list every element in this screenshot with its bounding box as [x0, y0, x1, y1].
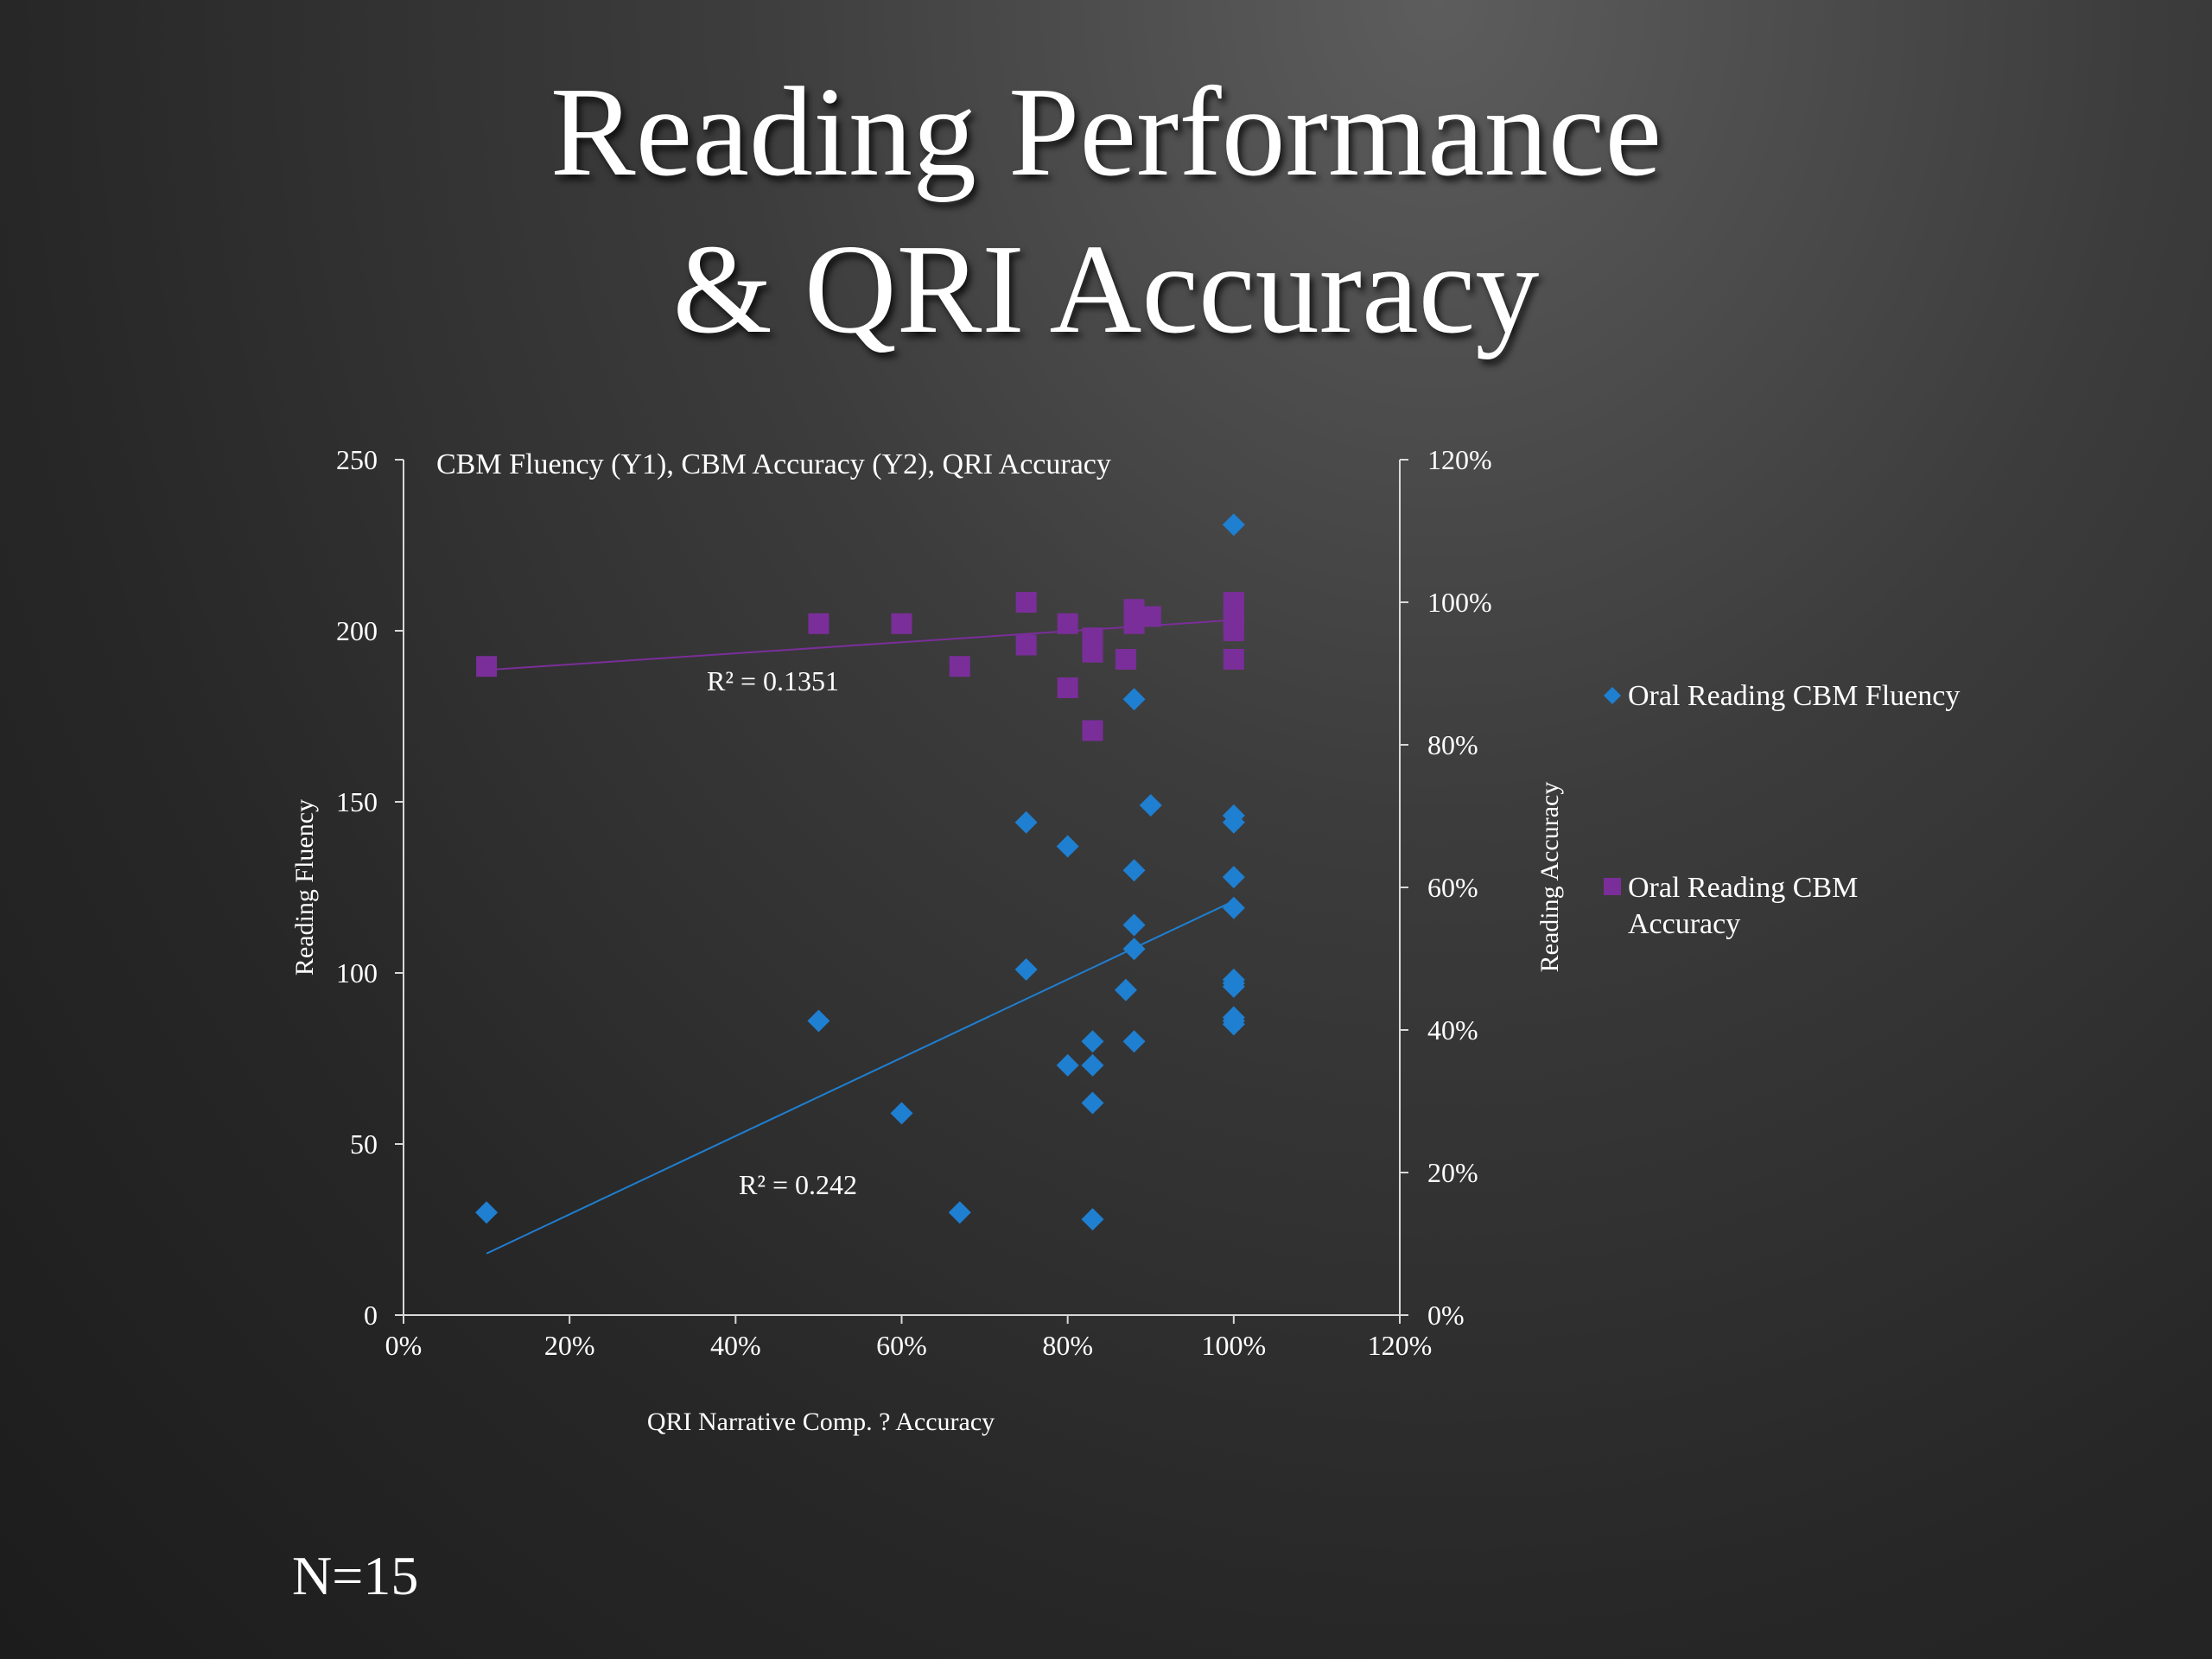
y1-tick-label: 0	[364, 1300, 378, 1331]
y1-tick-label: 50	[350, 1128, 378, 1160]
accuracy-point	[1082, 641, 1103, 663]
fluency-point	[1056, 835, 1079, 858]
fluency-point	[1122, 913, 1146, 937]
accuracy-point	[1015, 592, 1037, 613]
fluency-point	[1122, 938, 1146, 961]
fluency-point	[1081, 1091, 1104, 1115]
slide-title-line-2: & QRI Accuracy	[672, 219, 1540, 360]
x-axis-label: QRI Narrative Comp. ? Accuracy	[647, 1408, 995, 1436]
fluency-point	[1122, 688, 1146, 711]
x-tick-label: 60%	[876, 1330, 927, 1361]
y2-tick-label: 120%	[1427, 444, 1492, 475]
fluency-point	[807, 1009, 830, 1033]
y2-axis-label: Reading Accuracy	[1535, 782, 1564, 973]
slide-title-line-1: Reading Performance	[550, 61, 1662, 203]
x-tick-label: 100%	[1202, 1330, 1267, 1361]
accuracy-point	[476, 656, 498, 677]
accuracy-point	[808, 613, 830, 634]
r-squared-labels: R² = 0.1351 R² = 0.242	[707, 665, 857, 1200]
x-tick-label: 40%	[710, 1330, 761, 1361]
fluency-point	[1222, 513, 1245, 537]
accuracy-point	[1115, 649, 1136, 670]
accuracy-trendline	[486, 619, 1234, 671]
fluency-point	[1114, 978, 1137, 1001]
chart-legend: Oral Reading CBM Fluency Oral Reading CBM…	[1604, 680, 1960, 940]
slide-title: Reading Performance & QRI Accuracy	[0, 54, 2212, 368]
accuracy-point	[1140, 606, 1161, 627]
fluency-point	[1122, 859, 1146, 882]
fluency-point	[1222, 896, 1245, 919]
x-tick-label: 120%	[1368, 1330, 1433, 1361]
accuracy-point	[1015, 634, 1037, 656]
fluency-point	[1081, 1053, 1104, 1077]
legend-accuracy-label-line-1: Oral Reading CBM	[1628, 872, 1858, 904]
accuracy-r-squared: R² = 0.1351	[707, 665, 839, 696]
fluency-point	[1139, 793, 1162, 817]
legend-accuracy-label-line-2: Accuracy	[1628, 908, 1740, 940]
accuracy-point	[949, 656, 970, 677]
fluency-point	[1056, 1053, 1079, 1077]
fluency-point	[1081, 1030, 1104, 1053]
fluency-point	[1081, 1208, 1104, 1231]
y1-axis-label: Reading Fluency	[290, 799, 319, 976]
fluency-point	[1014, 958, 1038, 982]
fluency-point	[1122, 1030, 1146, 1053]
y2-tick-label: 60%	[1427, 872, 1478, 903]
y1-tick-label: 150	[336, 786, 378, 817]
fluency-point	[890, 1102, 913, 1125]
axis-ticks: 0% 20% 40% 60% 80% 100% 120% 0 50 100 150 200 250 0% 2…	[336, 444, 1492, 1361]
y2-tick-label: 40%	[1427, 1014, 1478, 1046]
legend-fluency-label: Oral Reading CBM Fluency	[1628, 680, 1960, 712]
legend-accuracy-marker	[1604, 878, 1621, 895]
y2-tick-label: 20%	[1427, 1157, 1478, 1188]
accuracy-point	[891, 613, 912, 634]
fluency-r-squared: R² = 0.242	[739, 1169, 857, 1200]
fluency-point	[1222, 810, 1245, 834]
y1-tick-label: 200	[336, 615, 378, 646]
fluency-point	[1222, 866, 1245, 889]
fluency-point	[1014, 810, 1038, 834]
accuracy-point	[1223, 649, 1244, 670]
x-tick-label: 20%	[544, 1330, 595, 1361]
accuracy-point	[1057, 677, 1078, 698]
sample-size-note: N=15	[292, 1545, 419, 1606]
fluency-point	[1222, 971, 1245, 995]
data-points	[475, 513, 1245, 1231]
legend-fluency-marker	[1604, 687, 1621, 704]
fluency-trendline	[486, 899, 1235, 1255]
x-tick-label: 0%	[385, 1330, 423, 1361]
y1-tick-label: 250	[336, 444, 378, 475]
fluency-point	[948, 1201, 971, 1224]
accuracy-point	[1082, 720, 1103, 741]
accuracy-point	[1223, 620, 1244, 641]
accuracy-point	[1057, 613, 1078, 634]
y1-tick-label: 100	[336, 957, 378, 988]
y2-tick-label: 80%	[1427, 729, 1478, 760]
chart-title: CBM Fluency (Y1), CBM Accuracy (Y2), QRI…	[436, 448, 1111, 480]
y2-tick-label: 100%	[1427, 587, 1492, 618]
trendlines	[486, 619, 1235, 1255]
y2-tick-label: 0%	[1427, 1300, 1465, 1331]
x-tick-label: 80%	[1042, 1330, 1093, 1361]
fluency-point	[475, 1201, 499, 1224]
fluency-point	[1222, 1009, 1245, 1033]
